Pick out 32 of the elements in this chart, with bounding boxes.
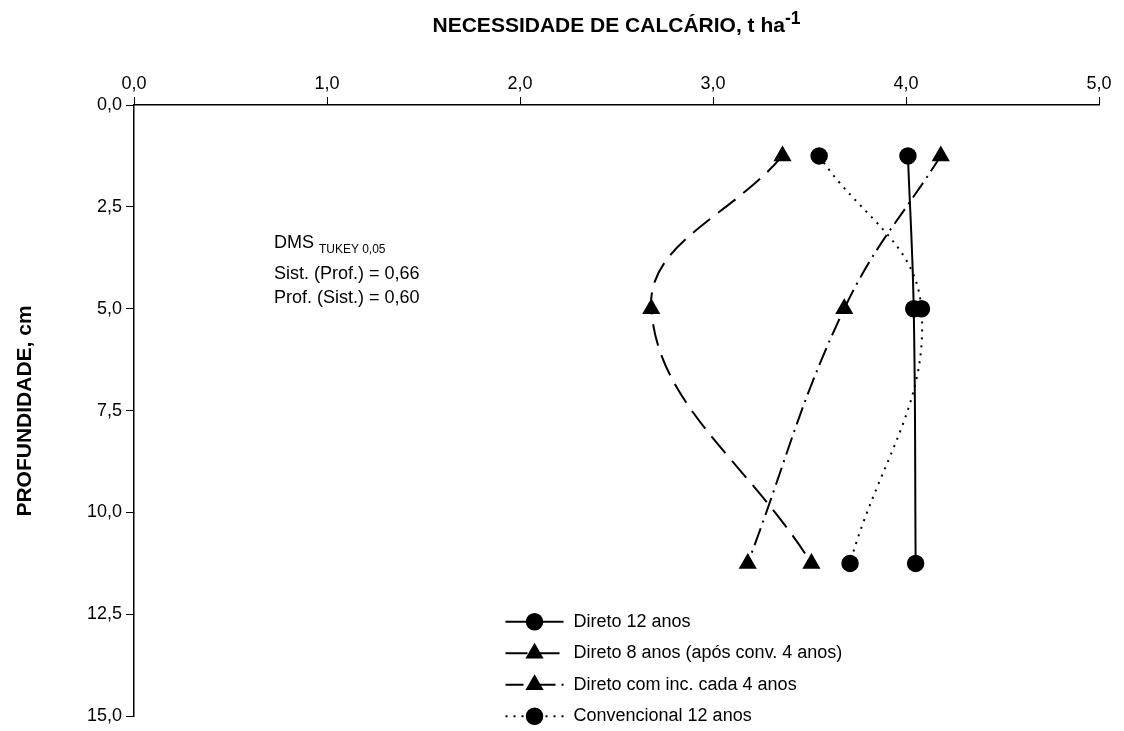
chart-title: NECESSIDADE DE CALCÁRIO, t ha$^{-1}$ (431, 8, 802, 37)
point (835, 298, 853, 314)
y-tick-label: 2,5 (96, 195, 122, 216)
y-axis-title: PROFUNDIDADE, cm (12, 305, 36, 517)
point (810, 147, 828, 165)
y-tick-label: 10,0 (86, 501, 122, 522)
y-tick-label: 5,0 (96, 297, 122, 318)
legend-label: Direto 12 anos (573, 610, 691, 631)
point (841, 554, 859, 573)
x-tick-label: 0,0 (121, 73, 147, 94)
point (932, 146, 950, 162)
x-tick-label: 2,0 (507, 73, 533, 94)
point (739, 553, 757, 569)
point (802, 553, 820, 569)
annotation: Prof. (Sist.) = 0,60 (274, 285, 420, 309)
point (906, 554, 925, 573)
x-tick-label: 1,0 (314, 73, 340, 94)
legend-label: Convencional 12 anos (573, 705, 752, 726)
legend-label: Direto com inc. cada 4 anos (573, 673, 797, 694)
point (899, 147, 917, 165)
point (642, 298, 660, 314)
y-tick-label: 12,5 (86, 603, 122, 624)
y-tick-label: 7,5 (96, 399, 122, 420)
y-tick-label: 0,0 (96, 93, 122, 114)
x-tick-label: 3,0 (700, 73, 726, 94)
annotation: Sist. (Prof.) = 0,66 (274, 261, 420, 285)
legend-label: Direto 8 anos (após conv. 4 anos) (573, 642, 843, 663)
x-tick-label: 5,0 (1086, 73, 1112, 94)
point (773, 146, 792, 162)
x-tick-label: 4,0 (893, 73, 919, 94)
annotation: DMS $_{TUKEY 0,05}$ (274, 231, 387, 258)
y-tick-label: 15,0 (86, 705, 122, 726)
